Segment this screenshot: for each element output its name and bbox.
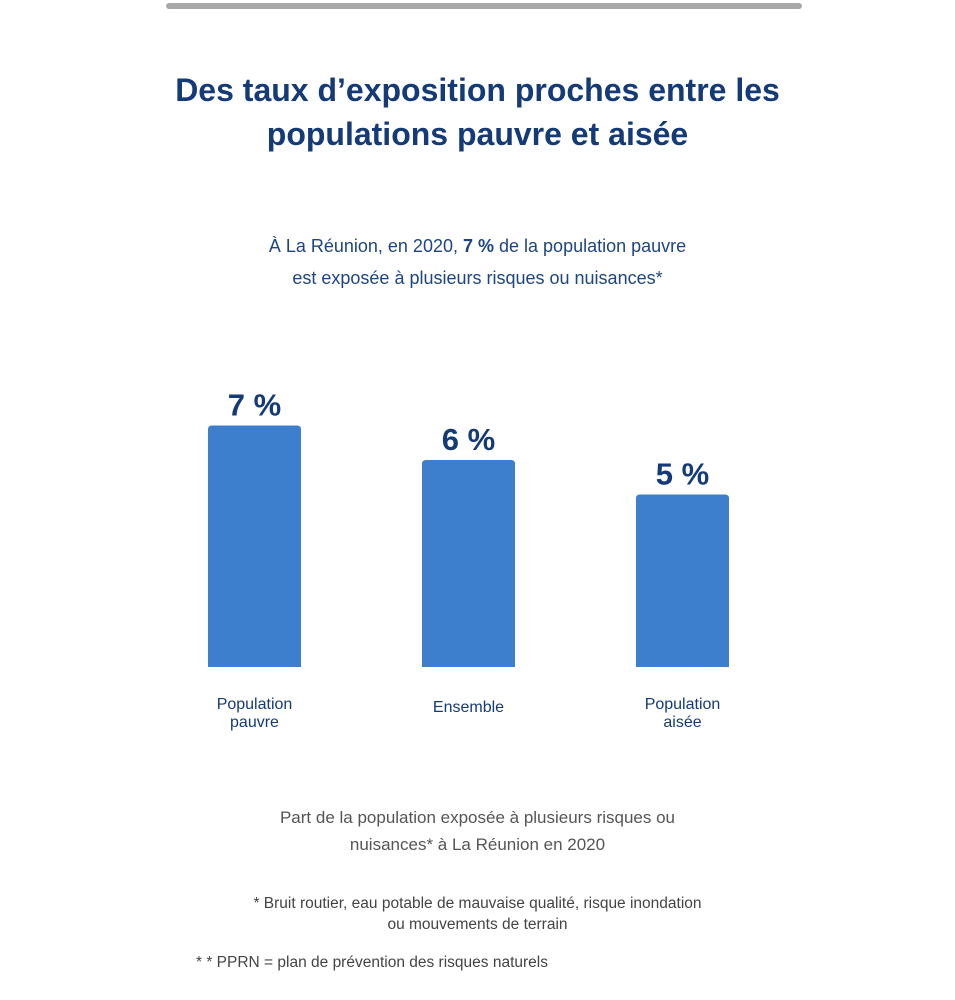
category-label: aisée: [663, 714, 701, 731]
title-line-1: Des taux d’exposition proches entre les: [175, 72, 780, 108]
scrollbar[interactable]: [166, 3, 802, 9]
subtitle-highlight: 7 %: [462, 236, 495, 256]
footnote-1: * Bruit routier, eau potable de mauvaise…: [0, 893, 955, 935]
category-label: Ensemble: [433, 699, 504, 716]
subtitle-line-2: est exposée à plusieurs risques ou nuisa…: [292, 268, 663, 288]
subtitle-text: À La Réunion, en 2020,: [268, 236, 463, 256]
data-label: 5 %: [656, 457, 709, 492]
caption-line-2: nuisances* à La Réunion en 2020: [349, 835, 606, 854]
bar: [636, 494, 729, 667]
data-label: 7 %: [228, 388, 281, 423]
footnote-2: * * PPRN = plan de prévention des risque…: [196, 954, 548, 971]
category-label: Population: [645, 696, 721, 713]
chart-subtitle: À La Réunion, en 2020, 7 % de la populat…: [0, 230, 955, 294]
bar: [208, 425, 301, 667]
category-label: Population: [217, 696, 293, 713]
chart-title: Des taux d’exposition proches entre les …: [0, 68, 955, 156]
data-label: 6 %: [442, 422, 495, 457]
title-line-2: populations pauvre et aisée: [266, 116, 689, 152]
footnote-1-line-2: ou mouvements de terrain: [387, 916, 568, 933]
bar: [422, 460, 515, 667]
caption-line-1: Part de la population exposée à plusieur…: [279, 808, 676, 827]
subtitle-line-1: À La Réunion, en 2020, 7 % de la populat…: [0, 230, 955, 262]
subtitle-text: de la population pauvre: [494, 236, 687, 256]
chart-caption: Part de la population exposée à plusieur…: [0, 804, 955, 858]
footnote-1-line-1: * Bruit routier, eau potable de mauvaise…: [253, 895, 702, 912]
category-label: pauvre: [230, 714, 279, 731]
